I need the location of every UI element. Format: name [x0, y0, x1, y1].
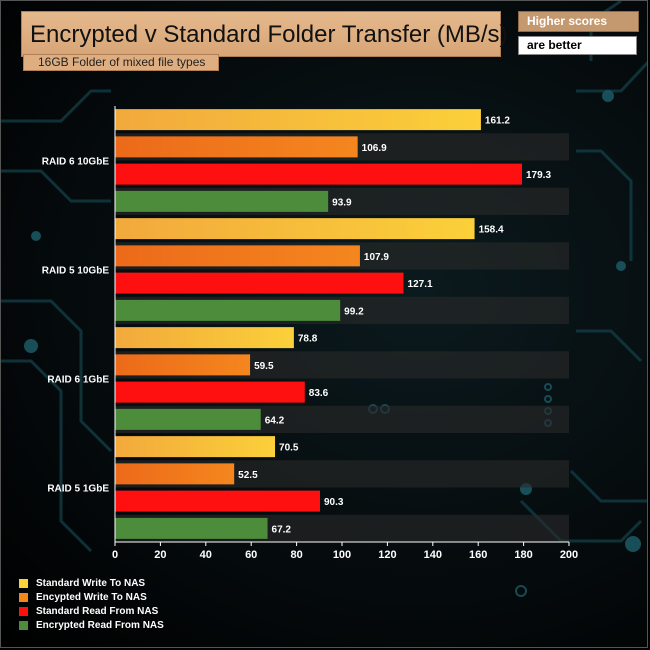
bar [115, 163, 523, 185]
data-label: 161.2 [485, 116, 510, 127]
bar [115, 354, 251, 376]
data-label: 64.2 [265, 415, 285, 426]
bar [115, 299, 341, 321]
bar [115, 218, 475, 240]
data-label: 70.5 [279, 443, 299, 454]
bar [115, 136, 358, 158]
x-tick-label: 120 [378, 549, 396, 561]
bar [115, 381, 305, 403]
data-label: 107.9 [364, 252, 389, 263]
data-label: 99.2 [344, 306, 364, 317]
note-higher-scores: Higher scores [518, 11, 639, 32]
bar [115, 463, 235, 485]
data-label: 127.1 [408, 279, 433, 290]
legend-swatch [19, 620, 28, 630]
data-label: 93.9 [332, 197, 352, 208]
data-label: 90.3 [324, 497, 344, 508]
data-label: 83.6 [309, 388, 329, 399]
bar [115, 517, 268, 539]
bar [115, 109, 481, 131]
legend-label: Standard Read From NAS [36, 605, 159, 617]
legend-swatch [19, 578, 28, 588]
x-tick-label: 100 [333, 549, 351, 561]
category-label: RAID 5 1GbE [47, 484, 109, 495]
bar [115, 190, 329, 212]
chart-title: Encrypted v Standard Folder Transfer (MB… [21, 11, 508, 57]
bar [115, 245, 360, 267]
legend-label: Encrypted Read From NAS [36, 619, 164, 631]
x-tick-label: 80 [290, 549, 302, 561]
x-tick-label: 40 [200, 549, 212, 561]
legend-item: Standard Read From NAS [19, 604, 164, 618]
x-tick-label: 60 [245, 549, 257, 561]
bar [115, 408, 261, 430]
bar [115, 436, 276, 458]
legend-label: Encypted Write To NAS [36, 591, 147, 603]
data-label: 52.5 [238, 470, 258, 481]
legend-swatch [19, 592, 28, 602]
bar [115, 327, 294, 349]
x-tick-label: 160 [469, 549, 487, 561]
x-tick-label: 180 [514, 549, 532, 561]
data-label: 179.3 [526, 170, 551, 181]
legend-item: Encypted Write To NAS [19, 590, 164, 604]
data-label: 158.4 [479, 225, 504, 236]
legend-swatch [19, 606, 28, 616]
bar [115, 272, 404, 294]
legend-item: Standard Write To NAS [19, 576, 164, 590]
bar [115, 490, 320, 512]
x-tick-label: 200 [560, 549, 578, 561]
legend: Standard Write To NAS Encypted Write To … [19, 576, 164, 632]
chart-subtitle: 16GB Folder of mixed file types [23, 54, 219, 71]
x-tick-label: 0 [112, 549, 118, 561]
x-tick-label: 20 [154, 549, 166, 561]
data-label: 106.9 [362, 143, 387, 154]
category-label: RAID 6 10GbE [42, 157, 110, 168]
category-label: RAID 6 1GbE [47, 375, 109, 386]
x-tick-label: 140 [424, 549, 442, 561]
legend-label: Standard Write To NAS [36, 577, 146, 589]
note-are-better: are better [518, 36, 637, 55]
data-label: 67.2 [272, 524, 292, 535]
data-label: 78.8 [298, 334, 318, 345]
data-label: 59.5 [254, 361, 274, 372]
legend-item: Encrypted Read From NAS [19, 618, 164, 632]
category-label: RAID 5 10GbE [42, 266, 110, 277]
